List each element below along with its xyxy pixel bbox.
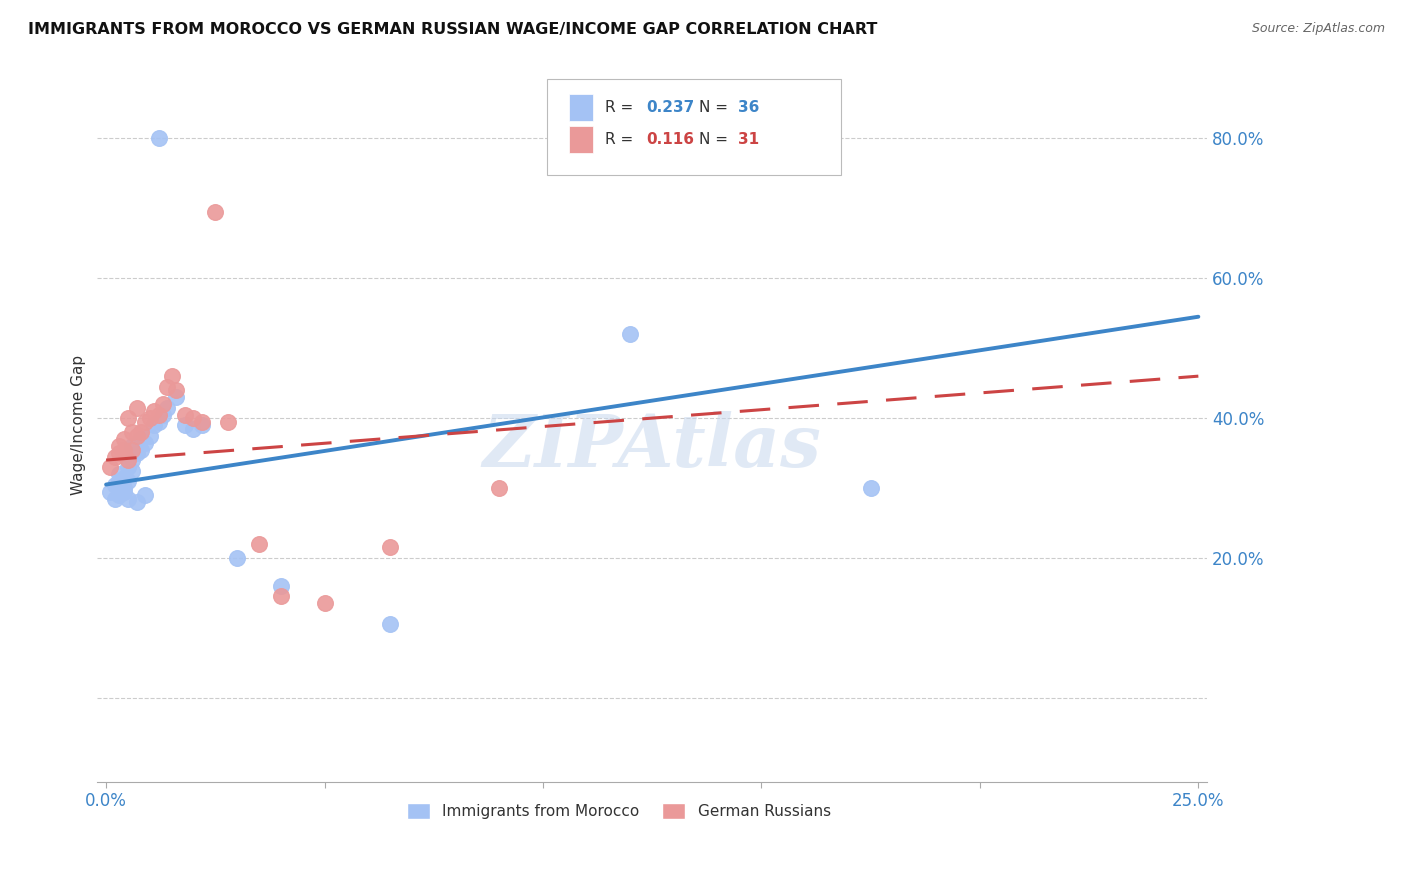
Point	[139, 428, 162, 442]
Point	[165, 390, 187, 404]
Point	[247, 537, 270, 551]
Point	[108, 446, 131, 460]
Point	[183, 411, 205, 425]
Point	[152, 408, 174, 422]
Point	[108, 467, 131, 481]
Point	[183, 421, 205, 435]
Point	[100, 460, 122, 475]
Point	[112, 484, 135, 499]
Bar	[569, 127, 593, 153]
Point	[117, 460, 139, 475]
Point	[148, 408, 170, 422]
Text: R =: R =	[605, 100, 638, 115]
Point	[156, 379, 179, 393]
Point	[139, 411, 162, 425]
Text: Source: ZipAtlas.com: Source: ZipAtlas.com	[1251, 22, 1385, 36]
Text: 31: 31	[738, 132, 759, 147]
Point	[314, 596, 336, 610]
Point	[859, 481, 882, 495]
Point	[217, 415, 239, 429]
Point	[129, 442, 152, 457]
Point	[112, 481, 135, 495]
Point	[378, 617, 401, 632]
Text: 36: 36	[738, 100, 759, 115]
Point	[152, 397, 174, 411]
Point	[108, 474, 131, 488]
Point	[125, 401, 148, 415]
Text: R =: R =	[605, 132, 638, 147]
Point	[117, 453, 139, 467]
Point	[125, 495, 148, 509]
Bar	[569, 95, 593, 121]
Point	[117, 474, 139, 488]
Point	[134, 435, 156, 450]
Point	[270, 590, 292, 604]
Text: IMMIGRANTS FROM MOROCCO VS GERMAN RUSSIAN WAGE/INCOME GAP CORRELATION CHART: IMMIGRANTS FROM MOROCCO VS GERMAN RUSSIA…	[28, 22, 877, 37]
Point	[121, 453, 143, 467]
Point	[488, 481, 510, 495]
Legend: Immigrants from Morocco, German Russians: Immigrants from Morocco, German Russians	[401, 797, 837, 825]
Point	[104, 491, 127, 506]
Point	[104, 450, 127, 464]
Point	[191, 415, 214, 429]
Point	[108, 488, 131, 502]
Point	[112, 432, 135, 446]
Point	[165, 383, 187, 397]
Text: 0.237: 0.237	[647, 100, 695, 115]
Point	[191, 418, 214, 433]
Point	[378, 541, 401, 555]
Point	[125, 446, 148, 460]
Point	[134, 488, 156, 502]
Point	[173, 408, 195, 422]
Point	[125, 428, 148, 442]
Point	[112, 470, 135, 484]
Point	[112, 442, 135, 457]
Point	[100, 484, 122, 499]
Point	[173, 418, 195, 433]
Point	[121, 442, 143, 457]
Y-axis label: Wage/Income Gap: Wage/Income Gap	[72, 355, 86, 495]
Point	[160, 369, 183, 384]
Point	[108, 439, 131, 453]
Point	[619, 327, 641, 342]
Point	[117, 411, 139, 425]
Point	[143, 404, 166, 418]
Point	[204, 204, 226, 219]
Point	[148, 131, 170, 145]
Point	[270, 579, 292, 593]
FancyBboxPatch shape	[547, 79, 841, 176]
Text: N =: N =	[699, 100, 733, 115]
Point	[104, 477, 127, 491]
Point	[134, 415, 156, 429]
Point	[121, 439, 143, 453]
Point	[143, 418, 166, 433]
Point	[129, 432, 152, 446]
Text: 0.116: 0.116	[647, 132, 695, 147]
Point	[226, 550, 249, 565]
Text: N =: N =	[699, 132, 733, 147]
Point	[156, 401, 179, 415]
Point	[121, 425, 143, 439]
Point	[121, 464, 143, 478]
Point	[117, 491, 139, 506]
Point	[129, 425, 152, 439]
Point	[148, 415, 170, 429]
Text: ZIPAtlas: ZIPAtlas	[482, 411, 821, 482]
